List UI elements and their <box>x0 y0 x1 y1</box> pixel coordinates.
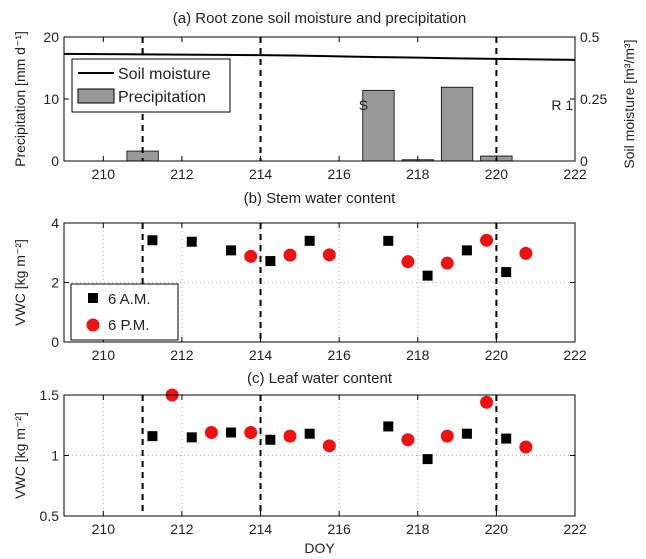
pm-marker <box>440 256 454 270</box>
am-marker <box>383 235 394 246</box>
pm-marker <box>244 249 258 263</box>
am-marker <box>461 428 472 439</box>
x-tick-label: 212 <box>170 166 194 182</box>
y-tick-label: 0 <box>51 153 59 169</box>
x-tick-label: 216 <box>327 521 351 537</box>
y-tick-label: 1.5 <box>40 387 60 403</box>
x-tick-label: 210 <box>92 521 116 537</box>
x-tick-label: 218 <box>406 347 430 363</box>
pm-marker <box>480 233 494 247</box>
am-marker <box>147 235 158 246</box>
pm-marker <box>480 395 494 409</box>
y-tick-label: 0 <box>51 334 59 350</box>
legend-label: Precipitation <box>118 89 206 106</box>
pm-marker <box>401 255 415 269</box>
am-marker <box>383 421 394 432</box>
y-right-tick-label: 0.25 <box>580 91 607 107</box>
pm-marker <box>322 248 336 262</box>
am-marker <box>304 235 315 246</box>
pm-marker <box>322 439 336 453</box>
legend-label: 6 P.M. <box>108 317 149 334</box>
am-marker <box>265 434 276 445</box>
x-tick-label: 212 <box>170 521 194 537</box>
y-tick-label: 2 <box>51 275 59 291</box>
y-tick-label: 20 <box>43 29 59 45</box>
am-marker <box>186 236 197 247</box>
pm-marker <box>401 433 415 447</box>
event-annotation: R 1 <box>551 97 573 113</box>
y-tick-label: 1 <box>51 448 59 464</box>
y-tick-label: 10 <box>43 91 59 107</box>
pm-marker <box>244 426 258 440</box>
am-marker <box>304 428 315 439</box>
x-tick-label: 220 <box>485 166 509 182</box>
pm-marker <box>283 248 297 262</box>
x-tick-label: 220 <box>485 347 509 363</box>
event-annotation: S <box>359 97 368 113</box>
x-tick-label: 222 <box>563 347 587 363</box>
pm-marker <box>519 246 533 260</box>
precipitation-bar <box>362 89 395 162</box>
x-tick-label: 214 <box>249 166 273 182</box>
am-marker <box>265 256 276 267</box>
y-tick-label: 4 <box>51 215 59 231</box>
am-marker <box>422 270 433 281</box>
x-tick-label: 218 <box>406 521 430 537</box>
legend-label: Soil moisture <box>118 66 211 83</box>
am-marker <box>226 427 237 438</box>
y-right-tick-label: 0.5 <box>580 29 600 45</box>
pm-marker <box>440 429 454 443</box>
x-tick-label: 210 <box>92 166 116 182</box>
y-right-axis-label: Soil moisture [m³/m³] <box>621 39 637 168</box>
legend-label: 6 A.M. <box>108 291 151 308</box>
y-right-tick-label: 0 <box>580 153 588 169</box>
pm-marker <box>204 426 218 440</box>
panel-title: (c) Leaf water content <box>247 370 393 387</box>
x-tick-label: 210 <box>92 347 116 363</box>
panel-title: (b) Stem water content <box>244 190 397 207</box>
x-tick-label: 212 <box>170 347 194 363</box>
y-tick-label: 0.5 <box>40 508 60 524</box>
am-marker <box>501 433 512 444</box>
am-marker <box>461 245 472 256</box>
am-marker <box>501 267 512 278</box>
y-axis-label: VWC [kg m⁻²] <box>12 412 28 499</box>
x-tick-label: 216 <box>327 347 351 363</box>
legend-square-swatch <box>88 293 98 303</box>
legend-bar-swatch <box>77 88 115 104</box>
pm-marker <box>519 440 533 454</box>
x-tick-label: 218 <box>406 166 430 182</box>
legend-circle-swatch <box>86 318 100 332</box>
x-tick-label: 222 <box>563 521 587 537</box>
y-axis-label: VWC [kg m⁻²] <box>12 239 28 326</box>
precipitation-bar <box>440 86 474 162</box>
x-axis-label: DOY <box>304 540 335 556</box>
am-marker <box>147 431 158 442</box>
x-tick-label: 216 <box>327 166 351 182</box>
legend: 6 A.M. 6 P.M. <box>70 283 179 341</box>
legend: Soil moisture Precipitation <box>71 58 231 113</box>
x-tick-label: 222 <box>563 166 587 182</box>
x-tick-label: 214 <box>249 521 273 537</box>
x-tick-label: 220 <box>485 521 509 537</box>
pm-marker <box>283 429 297 443</box>
soil-moisture-line <box>63 52 576 61</box>
am-marker <box>226 245 237 256</box>
y-axis-label: Precipitation [mm d⁻¹] <box>12 31 28 167</box>
am-marker <box>186 432 197 443</box>
am-marker <box>422 454 433 465</box>
x-tick-label: 214 <box>249 347 273 363</box>
panel-title: (a) Root zone soil moisture and precipit… <box>173 10 466 27</box>
